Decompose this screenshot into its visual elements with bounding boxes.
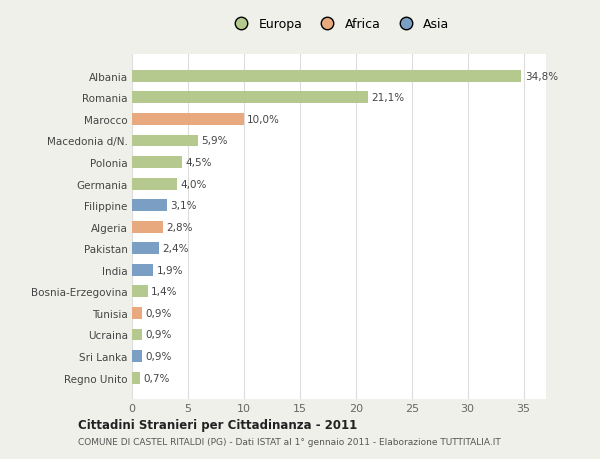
Text: 1,4%: 1,4% xyxy=(151,287,178,297)
Text: 4,0%: 4,0% xyxy=(180,179,206,189)
Text: 3,1%: 3,1% xyxy=(170,201,197,211)
Bar xyxy=(132,157,182,168)
Text: 0,7%: 0,7% xyxy=(143,373,170,383)
Bar xyxy=(132,308,142,319)
Bar xyxy=(132,221,163,233)
Text: Cittadini Stranieri per Cittadinanza - 2011: Cittadini Stranieri per Cittadinanza - 2… xyxy=(78,418,357,431)
Bar xyxy=(132,329,142,341)
Bar xyxy=(132,71,521,83)
Text: 0,9%: 0,9% xyxy=(145,351,172,361)
Text: COMUNE DI CASTEL RITALDI (PG) - Dati ISTAT al 1° gennaio 2011 - Elaborazione TUT: COMUNE DI CASTEL RITALDI (PG) - Dati IST… xyxy=(78,437,501,446)
Text: 34,8%: 34,8% xyxy=(525,72,558,82)
Text: 21,1%: 21,1% xyxy=(371,93,404,103)
Legend: Europa, Africa, Asia: Europa, Africa, Asia xyxy=(223,13,455,36)
Text: 0,9%: 0,9% xyxy=(145,308,172,318)
Bar xyxy=(132,114,244,126)
Bar xyxy=(132,92,368,104)
Bar xyxy=(132,286,148,297)
Text: 2,8%: 2,8% xyxy=(167,222,193,232)
Text: 2,4%: 2,4% xyxy=(162,244,189,254)
Bar xyxy=(132,178,177,190)
Bar xyxy=(132,243,159,255)
Text: 4,5%: 4,5% xyxy=(186,158,212,168)
Text: 5,9%: 5,9% xyxy=(202,136,228,146)
Bar xyxy=(132,135,198,147)
Bar xyxy=(132,350,142,362)
Text: 10,0%: 10,0% xyxy=(247,115,280,125)
Text: 0,9%: 0,9% xyxy=(145,330,172,340)
Bar xyxy=(132,200,167,212)
Bar xyxy=(132,372,140,384)
Bar xyxy=(132,264,153,276)
Text: 1,9%: 1,9% xyxy=(157,265,183,275)
